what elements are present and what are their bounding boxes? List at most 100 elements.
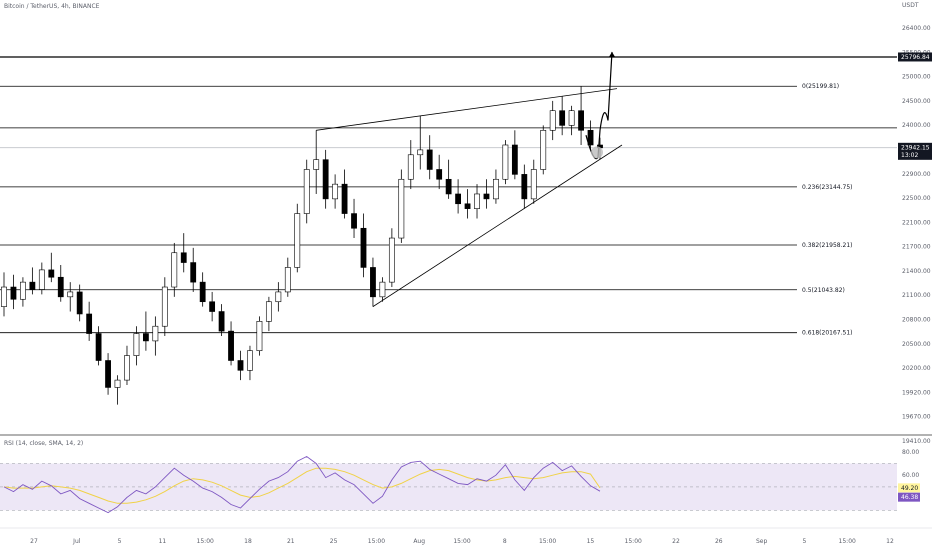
time-tick-label: 15:00	[539, 538, 556, 545]
rsi-tick-label: 60.00	[902, 472, 919, 479]
time-tick-label: 15:00	[839, 538, 856, 545]
candle-body	[370, 267, 376, 298]
candle-body	[190, 262, 197, 283]
candle-body	[578, 110, 584, 131]
candle-body	[445, 178, 452, 195]
price-tick-label: 20500.00	[902, 341, 931, 348]
fib-level-label: 0.382(21958.21)	[802, 242, 853, 249]
candle-body	[313, 159, 320, 170]
rsi-background-band	[0, 463, 897, 511]
candle-body	[398, 178, 405, 239]
candle-body	[436, 169, 443, 180]
time-tick-label: 21	[287, 538, 295, 545]
candle-body	[521, 174, 528, 200]
candle-body	[228, 330, 234, 361]
candle-body	[20, 281, 26, 300]
candle-body	[417, 149, 424, 156]
candle-body	[57, 276, 64, 298]
candle-body	[426, 149, 433, 170]
rsi-tick-label: 80.00	[902, 449, 919, 456]
price-tick-label: 25000.00	[902, 74, 931, 81]
time-tick-label: Aug	[413, 538, 425, 545]
arrow-head-icon	[609, 51, 615, 57]
time-tick-label: 5	[802, 538, 806, 545]
time-tick-label: 22	[672, 538, 680, 545]
candle-body	[218, 311, 225, 332]
currency-unit: USDT	[902, 2, 919, 9]
candle-body	[143, 333, 149, 342]
candle-body	[483, 193, 490, 200]
candle-body	[265, 301, 272, 322]
candle-body	[133, 333, 140, 356]
time-tick-label: 27	[30, 538, 38, 545]
candle-body	[114, 379, 121, 388]
time-tick-label: 11	[159, 538, 167, 545]
candle-body	[493, 178, 499, 200]
marked-level-tag	[898, 52, 932, 62]
candle-body	[568, 110, 575, 126]
rsi-sma-tag	[898, 483, 920, 493]
candle-body	[105, 360, 111, 388]
candle-body	[86, 313, 93, 334]
candle-body	[95, 333, 102, 361]
candle-body	[464, 203, 471, 209]
candle-body	[209, 301, 216, 312]
time-tick-label: 26	[715, 538, 723, 545]
candle-body	[256, 321, 263, 352]
time-tick-label: 15:00	[625, 538, 642, 545]
time-tick-label: 8	[503, 538, 507, 545]
candle-body	[332, 183, 339, 200]
candle-body	[303, 169, 310, 214]
candle-body	[530, 169, 537, 200]
candle-body	[67, 291, 74, 298]
candle-body	[341, 183, 348, 214]
time-tick-label: 12	[886, 538, 894, 545]
candle-body	[10, 286, 17, 300]
price-tick-label: 24500.00	[902, 98, 931, 105]
candle-body	[237, 360, 244, 371]
candle-body	[124, 355, 130, 381]
candle-body	[360, 227, 367, 268]
candle-body	[407, 154, 414, 180]
candle-body	[455, 193, 461, 205]
rsi-indicator-label: RSI (14, close, SMA, 14, 2)	[4, 440, 84, 447]
rsi-value-tag	[898, 492, 920, 502]
candle-body	[549, 110, 556, 131]
price-tick-label: 22500.00	[902, 195, 931, 202]
candle-body	[199, 281, 206, 303]
candle-body	[171, 252, 178, 288]
candle-body	[540, 129, 547, 170]
price-tick-label: 19920.00	[902, 389, 931, 396]
rsi-sma-line	[3, 467, 601, 504]
candle-body	[152, 325, 159, 342]
rsi-current-value: 46.38	[901, 494, 918, 501]
candle-body	[161, 286, 168, 327]
candle-body	[247, 350, 253, 371]
rsi-sma-value: 49.20	[901, 485, 918, 492]
candle-body	[502, 144, 509, 180]
current-price-value: 23942.15	[901, 144, 930, 151]
candle-body	[275, 291, 282, 303]
candle-body	[474, 193, 480, 209]
candle-body	[29, 281, 36, 290]
time-tick-label: 15	[587, 538, 595, 545]
bar-countdown: 13:02	[901, 152, 918, 159]
price-tick-label: 19670.00	[902, 414, 931, 421]
fib-level-label: 0.236(23144.75)	[802, 184, 853, 191]
price-tick-label: 19410.00	[902, 438, 931, 445]
price-tick-label: 21100.00	[902, 292, 931, 299]
rsi-line	[3, 455, 601, 514]
time-tick-label: 25	[330, 538, 338, 545]
candle-body	[379, 281, 386, 298]
candle-body	[284, 267, 291, 293]
candle-body	[587, 129, 594, 146]
price-tick-label: 22900.00	[902, 171, 931, 178]
price-tick-label: 21700.00	[902, 244, 931, 251]
candle-body	[294, 213, 301, 268]
marker-circle-icon	[591, 146, 603, 159]
projected-path	[585, 51, 613, 160]
wedge-lower-trendline	[372, 144, 623, 307]
candle-body	[559, 110, 566, 126]
